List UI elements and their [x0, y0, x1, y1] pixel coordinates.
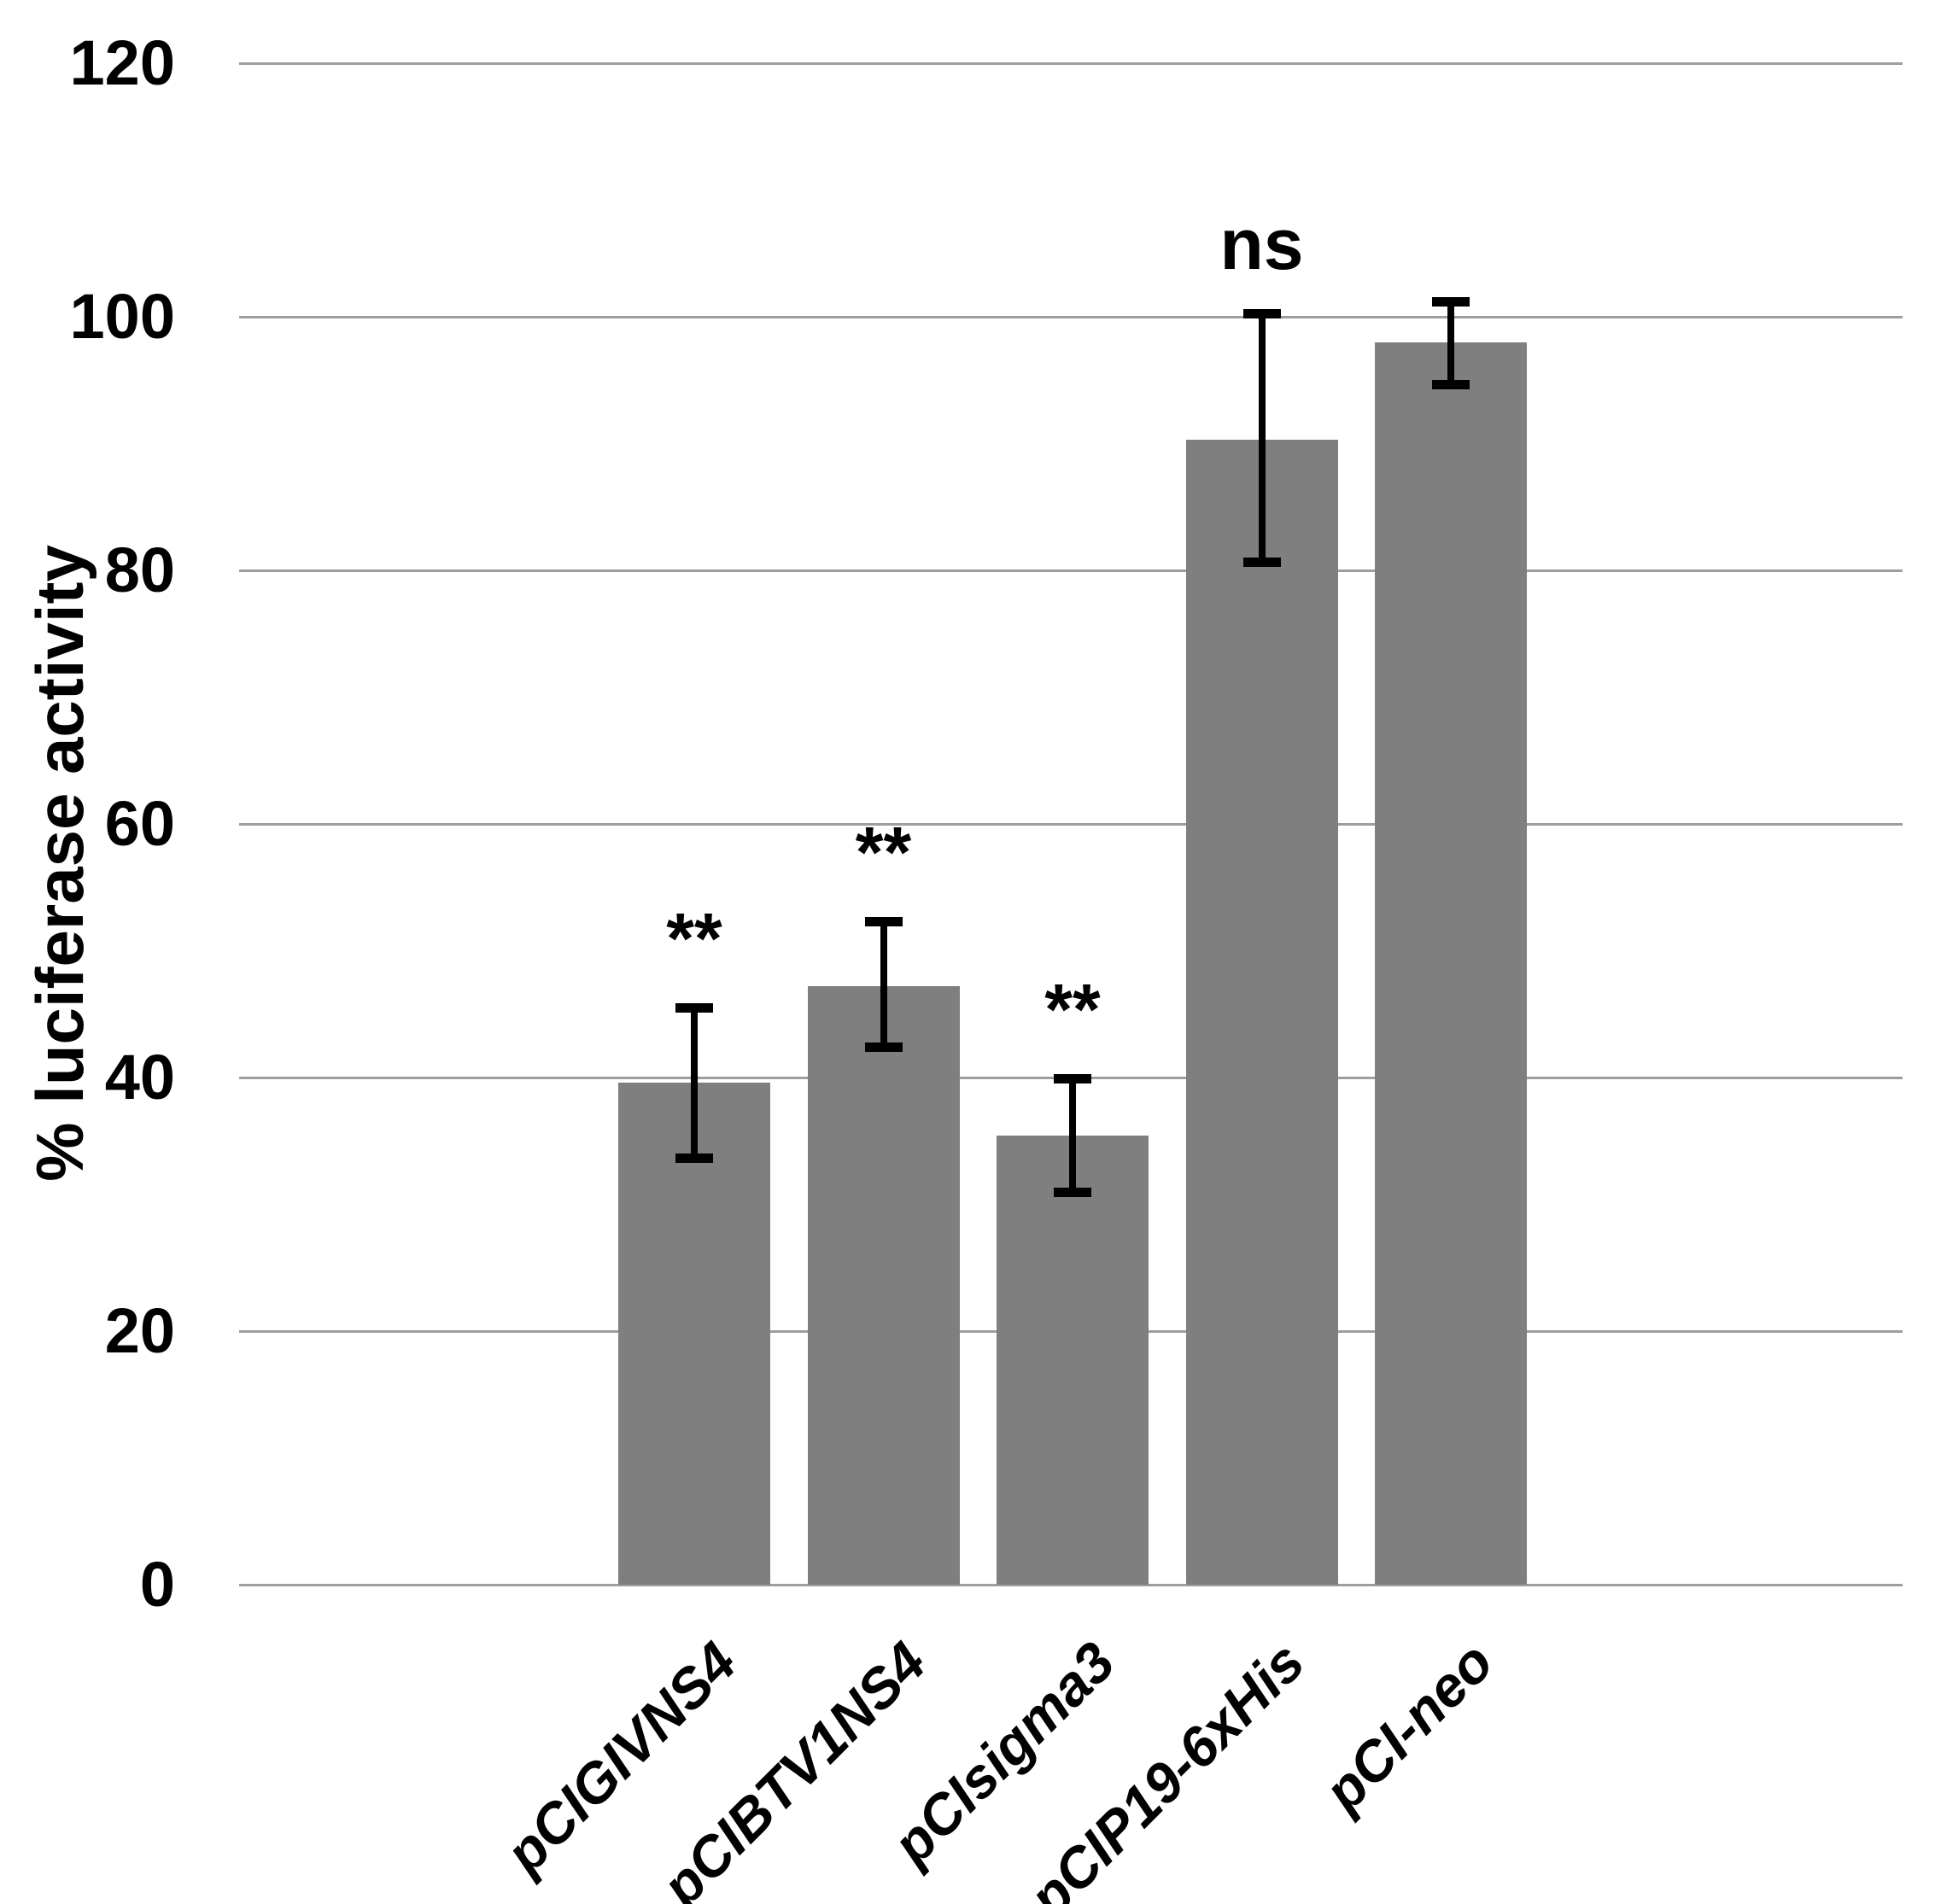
bar-pCIP19-6xHis: [1185, 440, 1338, 1585]
y-tick-label: 60: [104, 788, 175, 859]
y-tick-label: 120: [69, 27, 175, 98]
error-bar-cap-top: [1054, 1074, 1091, 1084]
significance-label: **: [666, 898, 722, 979]
error-bar-cap-top: [864, 917, 903, 927]
error-bar-line: [691, 1007, 698, 1158]
error-bar-cap-bottom: [1432, 379, 1470, 389]
bar-pCIsigma3: [997, 1136, 1149, 1585]
error-bar-cap-top: [675, 1003, 713, 1013]
y-tick-label: 40: [104, 1042, 175, 1113]
error-bar-cap-top: [1242, 308, 1281, 318]
bar-pCI-neo: [1375, 342, 1527, 1585]
significance-label: ns: [1219, 203, 1304, 284]
gridline-y-100: [239, 315, 1903, 318]
y-tick-label: 100: [69, 281, 175, 352]
bar-pCIBTV1NS4: [807, 986, 960, 1585]
error-bar-line: [1447, 301, 1454, 384]
error-bar-cap-bottom: [864, 1043, 903, 1053]
y-tick-label: 20: [104, 1295, 175, 1366]
gridline-y-60: [239, 822, 1903, 826]
significance-label: **: [855, 812, 912, 893]
gridline-y-80: [239, 569, 1903, 572]
error-bar-line: [1069, 1078, 1076, 1192]
error-bar-cap-top: [1432, 297, 1470, 307]
error-bar-cap-bottom: [675, 1153, 713, 1163]
bar-pCIGIVNS4: [618, 1082, 770, 1585]
error-bar-cap-bottom: [1054, 1187, 1091, 1197]
gridline-y-120: [239, 61, 1903, 65]
error-bar-cap-bottom: [1242, 557, 1281, 567]
y-tick-label: 80: [104, 534, 175, 605]
error-bar-line: [880, 921, 887, 1048]
error-bar-line: [1258, 312, 1266, 562]
significance-label: **: [1044, 969, 1101, 1050]
y-axis-title: % luciferase activity: [22, 545, 97, 1182]
gridline-y-0: [239, 1583, 1903, 1586]
y-tick-label: 0: [139, 1549, 175, 1620]
